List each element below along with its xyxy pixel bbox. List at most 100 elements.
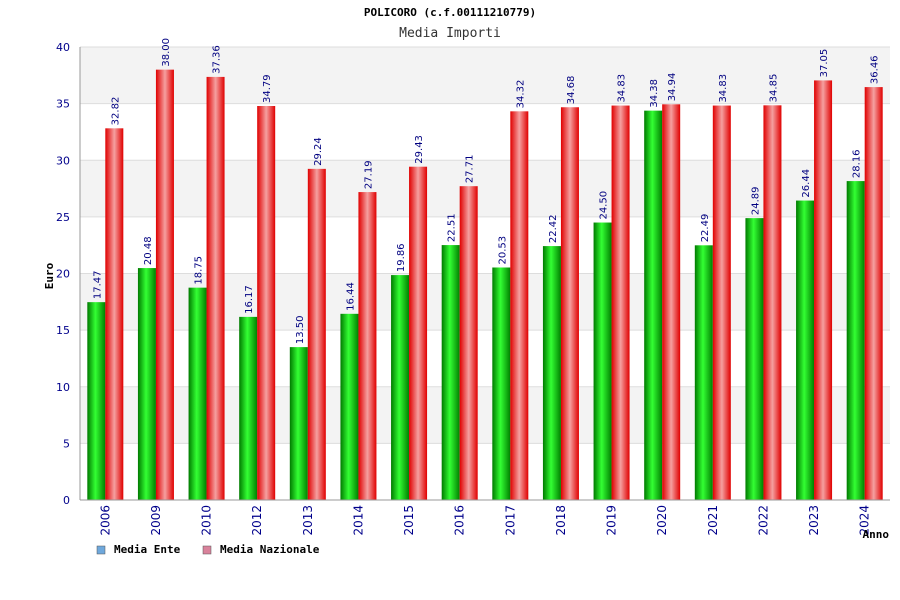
x-tick-label: 2006 bbox=[98, 505, 112, 536]
y-tick-label: 20 bbox=[56, 268, 70, 281]
value-label-media-ente: 26.44 bbox=[801, 169, 812, 198]
x-tick-label: 2015 bbox=[402, 505, 416, 536]
value-label-media-ente: 16.44 bbox=[345, 282, 356, 311]
y-tick-label: 0 bbox=[63, 494, 70, 507]
value-label-media-nazionale: 29.24 bbox=[313, 137, 324, 166]
value-labels: 17.47 32.82 20.48 38.00 18.75 37.36 16.17 34.79… bbox=[92, 38, 880, 344]
bar-media-ente bbox=[593, 222, 612, 500]
legend-swatch-media-ente bbox=[96, 545, 106, 555]
x-tick-label: 2014 bbox=[351, 505, 365, 536]
value-label-media-ente: 19.86 bbox=[396, 243, 407, 272]
bar-media-ente bbox=[137, 268, 156, 500]
value-label-media-nazionale: 34.79 bbox=[262, 74, 273, 103]
bar-media-ente bbox=[846, 181, 865, 500]
bar-media-nazionale bbox=[105, 128, 124, 500]
value-label-media-nazionale: 32.82 bbox=[110, 97, 121, 126]
value-label-media-nazionale: 37.05 bbox=[819, 49, 830, 78]
value-label-media-ente: 20.53 bbox=[497, 236, 508, 265]
value-label-media-nazionale: 34.94 bbox=[667, 73, 678, 102]
bar-media-nazionale bbox=[358, 192, 377, 501]
value-label-media-nazionale: 34.85 bbox=[768, 74, 779, 103]
value-label-media-ente: 17.47 bbox=[92, 271, 103, 300]
bar-media-ente bbox=[492, 267, 511, 500]
x-axis-ticks: 2006 2009 2010 2012 2013 2014 2015 2016 2017 2018… bbox=[98, 505, 871, 536]
bar-media-nazionale bbox=[814, 80, 833, 500]
value-label-media-nazionale: 34.83 bbox=[617, 74, 628, 103]
bar-media-nazionale bbox=[510, 111, 529, 501]
value-label-media-nazionale: 27.19 bbox=[363, 160, 374, 189]
y-tick-label: 5 bbox=[63, 437, 70, 450]
x-axis-label: Anno bbox=[863, 528, 890, 541]
bar-media-ente bbox=[87, 302, 106, 500]
bar-media-ente bbox=[391, 275, 410, 500]
value-label-media-ente: 20.48 bbox=[143, 236, 154, 265]
chart-subtitle: Media Importi bbox=[399, 26, 501, 41]
value-label-media-nazionale: 38.00 bbox=[161, 38, 172, 67]
bar-media-ente bbox=[644, 110, 663, 501]
y-tick-label: 40 bbox=[56, 41, 70, 54]
y-tick-label: 15 bbox=[56, 324, 70, 337]
bar-media-ente bbox=[239, 316, 258, 500]
x-tick-label: 2019 bbox=[605, 505, 619, 536]
bar-media-nazionale bbox=[155, 69, 174, 501]
value-label-media-ente: 28.16 bbox=[852, 149, 863, 178]
value-label-media-nazionale: 36.46 bbox=[870, 55, 881, 84]
value-label-media-ente: 24.89 bbox=[750, 186, 761, 215]
bar-media-ente bbox=[542, 246, 561, 500]
x-tick-label: 2021 bbox=[706, 505, 720, 536]
x-tick-label: 2012 bbox=[250, 505, 264, 536]
bars bbox=[87, 69, 883, 501]
bar-media-ente bbox=[796, 200, 815, 500]
x-tick-label: 2024 bbox=[858, 505, 872, 536]
value-label-media-nazionale: 29.43 bbox=[414, 135, 425, 164]
y-tick-label: 30 bbox=[56, 154, 70, 167]
value-label-media-nazionale: 34.32 bbox=[515, 80, 526, 109]
bar-media-nazionale bbox=[307, 168, 326, 500]
value-label-media-ente: 34.38 bbox=[649, 79, 660, 108]
bar-media-nazionale bbox=[611, 105, 630, 501]
x-tick-label: 2010 bbox=[200, 505, 214, 536]
value-label-media-ente: 22.42 bbox=[548, 214, 559, 243]
bar-media-nazionale bbox=[206, 76, 225, 500]
value-label-media-nazionale: 27.71 bbox=[465, 155, 476, 184]
value-label-media-ente: 24.50 bbox=[599, 191, 610, 220]
bar-media-nazionale bbox=[864, 87, 883, 500]
value-label-media-ente: 22.51 bbox=[447, 213, 458, 242]
chart-title: POLICORO (c.f.00111210779) bbox=[364, 6, 536, 19]
y-tick-label: 25 bbox=[56, 211, 70, 224]
bar-media-nazionale bbox=[459, 186, 478, 500]
x-tick-label: 2016 bbox=[453, 505, 467, 536]
value-label-media-nazionale: 34.68 bbox=[566, 76, 577, 105]
bar-media-nazionale bbox=[409, 166, 428, 500]
bar-media-ente bbox=[188, 287, 207, 500]
y-tick-label: 10 bbox=[56, 381, 70, 394]
bar-media-ente bbox=[694, 245, 713, 500]
legend-label-media-nazionale: Media Nazionale bbox=[220, 543, 320, 556]
bar-media-nazionale bbox=[257, 106, 276, 501]
x-tick-label: 2013 bbox=[301, 505, 315, 536]
legend-label-media-ente: Media Ente bbox=[114, 543, 181, 556]
value-label-media-ente: 16.17 bbox=[244, 285, 255, 314]
legend-swatch-media-nazionale bbox=[202, 545, 212, 555]
value-label-media-ente: 13.50 bbox=[295, 315, 306, 344]
value-label-media-ente: 22.49 bbox=[700, 214, 711, 243]
y-axis-label: Euro bbox=[43, 262, 56, 289]
x-tick-label: 2017 bbox=[503, 505, 517, 536]
value-label-media-ente: 18.75 bbox=[194, 256, 205, 285]
value-label-media-nazionale: 34.83 bbox=[718, 74, 729, 103]
bar-media-nazionale bbox=[763, 105, 782, 500]
x-tick-label: 2023 bbox=[807, 505, 821, 536]
x-tick-label: 2020 bbox=[655, 505, 669, 536]
y-tick-label: 35 bbox=[56, 98, 70, 111]
x-tick-label: 2022 bbox=[756, 505, 770, 536]
bar-media-nazionale bbox=[712, 105, 731, 501]
x-tick-label: 2018 bbox=[554, 505, 568, 536]
x-tick-label: 2009 bbox=[149, 505, 163, 536]
y-axis-ticks: 0 5 10 15 20 25 30 35 40 bbox=[56, 41, 70, 507]
bar-media-nazionale bbox=[560, 107, 579, 501]
bar-media-nazionale bbox=[662, 104, 681, 500]
value-label-media-nazionale: 37.36 bbox=[212, 45, 223, 74]
bar-media-ente bbox=[289, 347, 308, 500]
bar-media-ente bbox=[745, 218, 764, 501]
